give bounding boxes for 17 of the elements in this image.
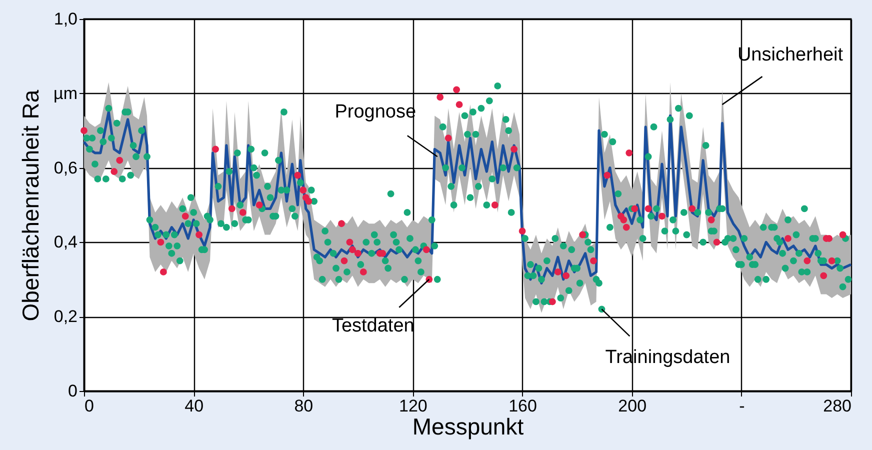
x-tick-label: 0	[84, 396, 94, 416]
y-tick-label: 0,2	[54, 307, 78, 326]
y-tick-label: 0,4	[54, 232, 78, 252]
x-axis-title: Messpunkt	[412, 414, 524, 440]
x-tick-label: 200	[618, 396, 647, 416]
x-tick-label: 120	[399, 396, 428, 416]
x-tick-label: 280	[823, 396, 852, 416]
x-tick-label: 40	[184, 396, 204, 416]
x-tick-label: 80	[294, 396, 314, 416]
y-tick-label: 0,6	[54, 158, 78, 178]
x-tick-label: -	[739, 396, 745, 416]
y-tick-label: 1,0	[54, 10, 78, 28]
y-axis-title: Oberflächenrauheit Ra	[18, 90, 44, 322]
y-tick-label: µm	[54, 84, 78, 103]
annotation: Testdaten	[332, 315, 414, 336]
x-tick-label: 160	[508, 396, 537, 416]
y-tick-label: 0	[68, 382, 78, 400]
